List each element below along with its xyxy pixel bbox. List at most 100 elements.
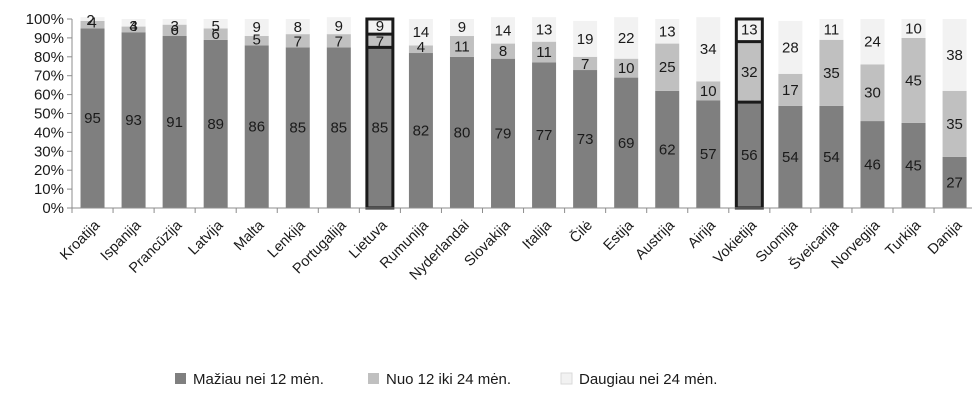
bar-value-label: 17 [782, 82, 799, 99]
legend-swatch [368, 373, 379, 384]
x-tick-label: Kroatija [57, 217, 104, 264]
bar-segment [162, 24, 187, 37]
bar-segment [778, 20, 803, 74]
x-tick-label: Vokietija [711, 217, 761, 267]
legend-item: Mažiau nei 12 mėn. [175, 371, 324, 388]
bar-value-label: 19 [577, 31, 594, 48]
bar-segment [285, 34, 310, 48]
bar-segment [203, 28, 228, 40]
bar-segment [491, 58, 516, 208]
bar-value-label: 4 [417, 39, 425, 56]
bar-segment [285, 19, 310, 35]
y-axis: 0% 10% 20% 30% 40%50% 60% 70% 80% 90% 100% [26, 11, 73, 217]
bar-value-label: 25 [659, 59, 676, 76]
bar-segment [80, 20, 105, 29]
bar-segment [819, 19, 844, 40]
bar-value-label: 6 [212, 26, 220, 43]
bar-value-label: 54 [823, 149, 840, 166]
bar-segment [244, 19, 269, 37]
bar-value-label: 14 [495, 22, 512, 39]
bar-value-label: 45 [905, 72, 922, 89]
bar-group: 79 8 14 [491, 17, 516, 208]
bar-value-label: 79 [495, 125, 512, 142]
bar-value-label: 77 [536, 127, 553, 144]
x-tick-label: Estija [601, 217, 638, 254]
bar-segment [696, 100, 721, 208]
bar-value-label: 9 [458, 19, 466, 36]
bar-group: 45 45 10 [901, 19, 926, 208]
bar-group: 77 11 13 [532, 17, 557, 208]
bar-segment [121, 19, 146, 27]
bar-segment [860, 121, 885, 208]
bar-segment [449, 56, 474, 208]
x-tick-label: Italija [520, 217, 556, 253]
bar-segment [532, 17, 557, 42]
bar-value-label: 22 [618, 30, 635, 47]
bar-value-label: 85 [372, 120, 389, 137]
bar-segment [367, 34, 392, 48]
bar-segment [532, 41, 557, 63]
bar-value-label: 32 [741, 64, 758, 81]
bar-value-label: 57 [700, 146, 717, 163]
bar-value-label: 2 [86, 12, 94, 29]
bar-value-label: 3 [170, 18, 178, 35]
legend-item: Daugiau nei 24 mėn. [560, 371, 717, 388]
bar-segment [573, 20, 598, 57]
bar-value-label: 7 [581, 56, 589, 73]
bar-segment [778, 73, 803, 106]
bar-group: 54 35 11 [819, 19, 844, 208]
bar-segment [408, 53, 433, 208]
bar-segment [326, 34, 351, 48]
bar-segment [942, 19, 967, 91]
bar-value-label: 4 [129, 18, 137, 35]
bar-value-label: 82 [413, 123, 430, 140]
y-tick-label: 100% [26, 11, 64, 28]
bar-segment [80, 28, 105, 209]
bar-segment [655, 19, 680, 44]
bar-segment [326, 47, 351, 208]
bar-value-label: 95 [84, 110, 101, 127]
bar-segment [532, 62, 557, 208]
bar-value-label: 9 [335, 18, 343, 35]
y-tick-label: 80% [34, 49, 64, 66]
bar-group: 85 79 [365, 17, 395, 210]
bar-segment [860, 64, 885, 122]
bar-value-label: 7 [335, 33, 343, 50]
x-tick-label: Danija [925, 217, 966, 258]
bar-value-label: 86 [248, 119, 265, 136]
bar-segment [244, 36, 269, 46]
x-tick-label: Airija [685, 217, 720, 252]
y-tick-label: 20% [34, 162, 64, 179]
y-tick-label: 50% [34, 106, 64, 123]
bar-value-label: 34 [700, 41, 717, 58]
bar-value-label: 11 [536, 44, 552, 61]
bar-segment [860, 19, 885, 65]
bar-segment [80, 17, 105, 21]
bar-segment [614, 77, 639, 208]
x-tick-label: Slovakija [462, 217, 515, 270]
bar-segment [244, 45, 269, 209]
legend-swatch [175, 373, 186, 384]
y-tick-label: 90% [34, 30, 64, 47]
y-tick-label: 30% [34, 143, 64, 160]
legend-swatch [560, 372, 573, 385]
bar-segment [942, 90, 967, 157]
bar-segment [778, 105, 803, 208]
bar-segment [162, 36, 187, 209]
legend-item: Nuo 12 iki 24 mėn. [368, 371, 511, 388]
bar-segment [819, 39, 844, 106]
bar-value-label: 11 [454, 38, 470, 55]
bar-value-label: 14 [413, 24, 430, 41]
bar-value-label: 62 [659, 141, 676, 158]
bar-value-label: 45 [905, 157, 922, 174]
bar-value-label: 85 [289, 120, 306, 137]
legend-label: Nuo 12 iki 24 mėn. [386, 371, 511, 388]
bar-segment [737, 41, 762, 103]
bar-segment [203, 39, 228, 208]
bar-value-label: 28 [782, 39, 799, 56]
bar-value-label: 6 [170, 22, 178, 39]
bar-segment [901, 122, 926, 208]
bar-segment [614, 58, 639, 78]
bar-value-label: 13 [536, 21, 553, 38]
bar-segment [737, 102, 762, 208]
